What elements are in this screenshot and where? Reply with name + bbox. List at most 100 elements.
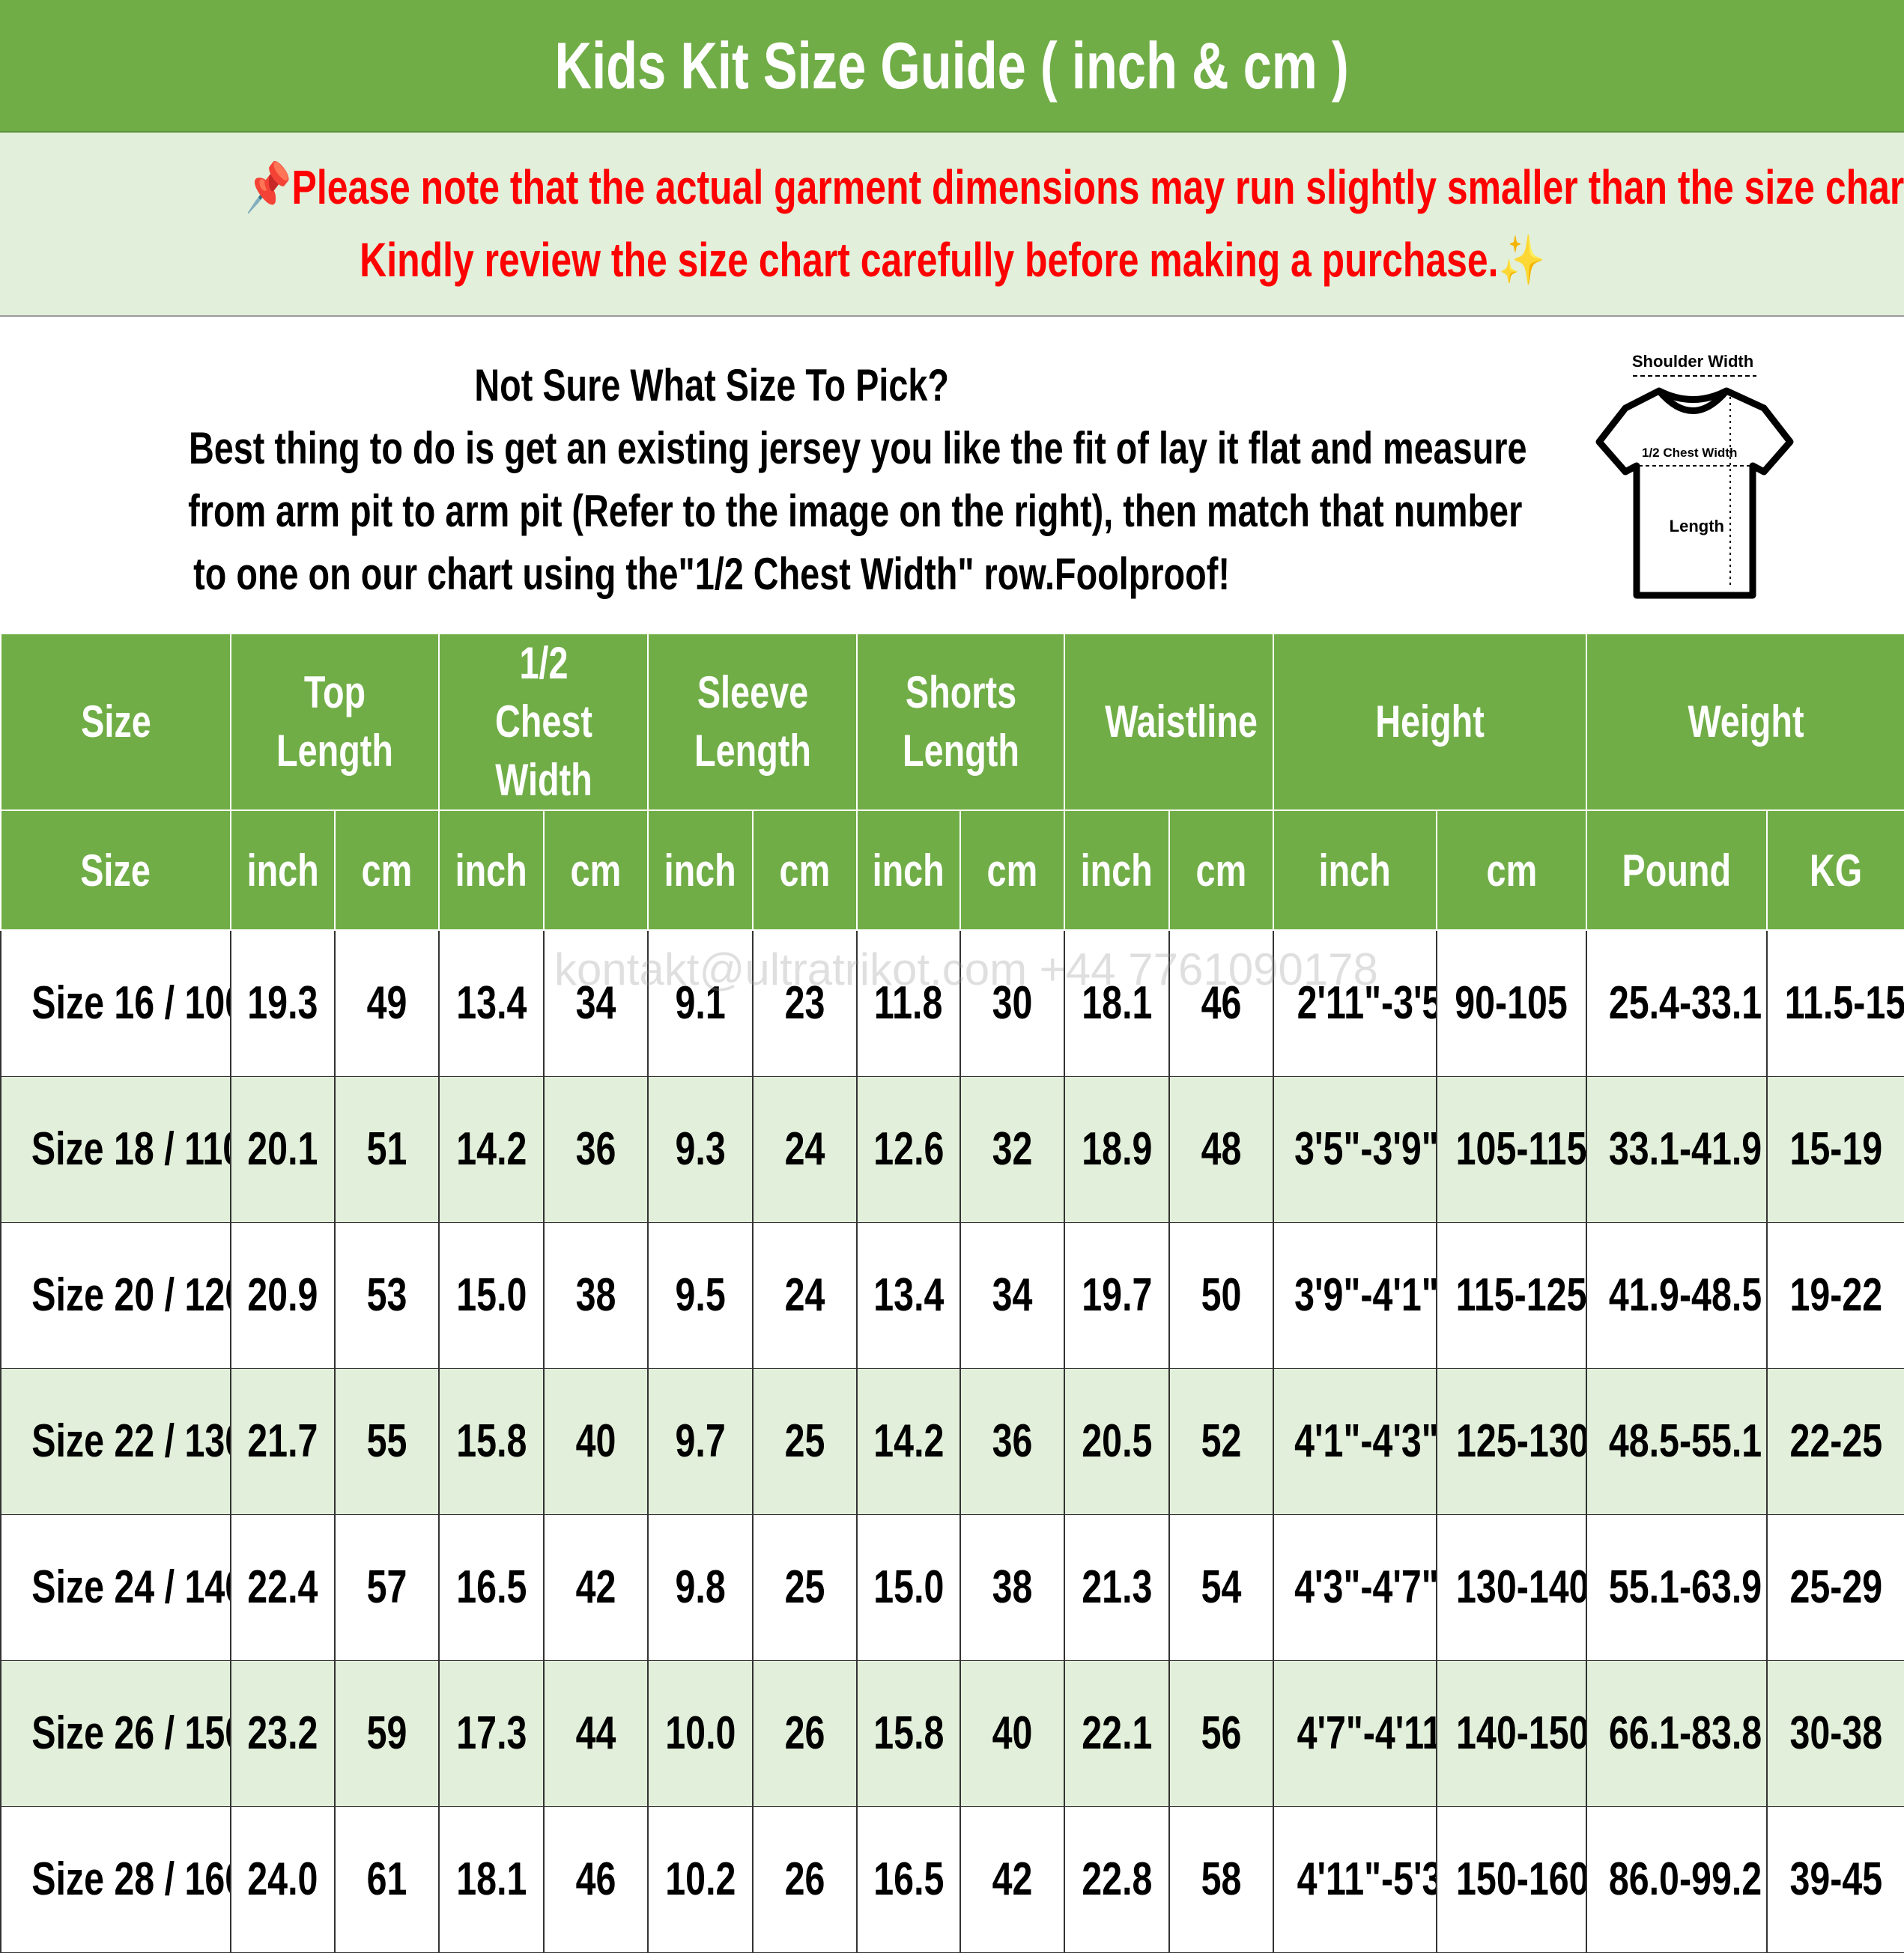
- value-cell: 15.0: [438, 1221, 545, 1369]
- value-cell: 140-150: [1436, 1659, 1587, 1807]
- value-cell: 4'3"-4'7": [1273, 1513, 1437, 1661]
- value-cell: 34: [543, 929, 649, 1077]
- value-cell: 25.4-33.1: [1586, 929, 1768, 1077]
- fit-advice: Not Sure What Size To Pick? Best thing t…: [0, 317, 1904, 633]
- value-cell: 90-105: [1436, 929, 1587, 1077]
- chest-width-label: 1/2 Chest Width: [1642, 446, 1737, 460]
- value-cell: 19.3: [230, 929, 336, 1077]
- value-cell: 23.2: [230, 1659, 336, 1807]
- value-cell: 57: [334, 1513, 440, 1661]
- value-cell: 36: [959, 1367, 1065, 1515]
- value-cell: 38: [959, 1513, 1065, 1661]
- unit-header: Pound: [1586, 810, 1768, 931]
- value-cell: 59: [334, 1659, 440, 1807]
- value-cell: 26: [752, 1805, 858, 1953]
- value-cell: 9.8: [647, 1513, 754, 1661]
- advice-heading: Not Sure What Size To Pick?: [474, 360, 949, 410]
- tshirt-measurement-diagram: Shoulder Width 1/2 Chest Width Length: [1595, 352, 1794, 599]
- value-cell: 10.2: [647, 1805, 754, 1953]
- value-cell: 125-130: [1436, 1367, 1587, 1515]
- value-cell: 13.4: [438, 929, 545, 1077]
- value-cell: 11.8: [856, 929, 961, 1077]
- value-cell: 46: [543, 1805, 649, 1953]
- page-title: Kids Kit Size Guide ( inch & cm ): [0, 0, 1904, 133]
- value-cell: 3'9"-4'1": [1273, 1221, 1437, 1369]
- value-cell: 39-45: [1766, 1805, 1904, 1953]
- header-row-units: Size inch cm inch cm inch cm inch cm inch cm inch cm…: [0, 810, 1904, 931]
- column-header: Shorts Length: [856, 633, 1065, 811]
- unit-header: inch: [647, 810, 754, 931]
- value-cell: 15.8: [438, 1367, 545, 1515]
- value-cell: 38: [543, 1221, 649, 1369]
- value-cell: 11.5-15: [1766, 929, 1904, 1077]
- value-cell: 14.2: [856, 1367, 961, 1515]
- column-header: Waistline: [1064, 633, 1274, 811]
- table-row: Size 20 / 120 20.9 53 15.0 38 9.5 24 13.4 34 19.7…: [0, 1221, 1904, 1369]
- notice-line-1: Please note that the actual garment dime…: [291, 160, 1904, 214]
- unit-header: cm: [959, 810, 1065, 931]
- value-cell: 9.3: [647, 1075, 754, 1223]
- value-cell: 9.1: [647, 929, 754, 1077]
- value-cell: 48.5-55.1: [1586, 1367, 1768, 1515]
- value-cell: 10.0: [647, 1659, 754, 1807]
- unit-header: inch: [230, 810, 336, 931]
- value-cell: 54: [1168, 1513, 1274, 1661]
- value-cell: 24.0: [230, 1805, 336, 1953]
- value-cell: 150-160: [1436, 1805, 1587, 1953]
- column-header: Sleeve Length: [647, 633, 858, 811]
- unit-header: inch: [856, 810, 961, 931]
- value-cell: 16.5: [438, 1513, 545, 1661]
- table-row: Size 22 / 130 21.7 55 15.8 40 9.7 25 14.2 36 20.5…: [0, 1367, 1904, 1515]
- value-cell: 18.1: [438, 1805, 545, 1953]
- value-cell: 14.2: [438, 1075, 545, 1223]
- sparkles-icon: ✨: [1498, 233, 1545, 287]
- unit-header: Size: [0, 810, 231, 931]
- header-row-categories: Size Top Length 1/2 Chest Width Sleeve Leng…: [0, 633, 1904, 811]
- value-cell: 30: [959, 929, 1065, 1077]
- value-cell: 9.5: [647, 1221, 754, 1369]
- value-cell: 9.7: [647, 1367, 754, 1515]
- table-row: Size 18 / 110 20.1 51 14.2 36 9.3 24 12.6 32 18.9…: [0, 1075, 1904, 1223]
- value-cell: 32: [959, 1075, 1065, 1223]
- value-cell: 51: [334, 1075, 440, 1223]
- value-cell: 21.3: [1064, 1513, 1170, 1661]
- table-row: Size 26 / 150 23.2 59 17.3 44 10.0 26 15.8 40 22.…: [0, 1659, 1904, 1807]
- value-cell: 22.4: [230, 1513, 336, 1661]
- value-cell: 20.9: [230, 1221, 336, 1369]
- value-cell: 15.0: [856, 1513, 961, 1661]
- value-cell: 53: [334, 1221, 440, 1369]
- unit-header: inch: [438, 810, 545, 931]
- length-label: Length: [1670, 517, 1724, 535]
- value-cell: 66.1-83.8: [1586, 1659, 1768, 1807]
- value-cell: 3'5"-3'9": [1273, 1075, 1437, 1223]
- value-cell: 20.5: [1064, 1367, 1170, 1515]
- table-row: Size 24 / 140 22.4 57 16.5 42 9.8 25 15.0 38 21.3…: [0, 1513, 1904, 1661]
- value-cell: 12.6: [856, 1075, 961, 1223]
- value-cell: 52: [1168, 1367, 1274, 1515]
- value-cell: 42: [543, 1513, 649, 1661]
- size-cell: Size 28 / 160: [0, 1805, 231, 1953]
- size-cell: Size 26 / 150: [0, 1659, 231, 1807]
- value-cell: 18.1: [1064, 929, 1170, 1077]
- value-cell: 130-140: [1436, 1513, 1587, 1661]
- value-cell: 115-125: [1436, 1221, 1587, 1369]
- value-cell: 42: [959, 1805, 1065, 1953]
- value-cell: 15.8: [856, 1659, 961, 1807]
- size-table: Size Top Length 1/2 Chest Width Sleeve Leng…: [0, 633, 1904, 1953]
- value-cell: 56: [1168, 1659, 1274, 1807]
- value-cell: 48: [1168, 1075, 1274, 1223]
- value-cell: 25: [752, 1367, 858, 1515]
- column-header: 1/2 Chest Width: [438, 633, 649, 811]
- value-cell: 40: [543, 1367, 649, 1515]
- unit-header: cm: [752, 810, 858, 931]
- value-cell: 16.5: [856, 1805, 961, 1953]
- value-cell: 4'7"-4'11": [1273, 1659, 1437, 1807]
- column-header: Size: [0, 633, 231, 811]
- notice-banner: 📌Please note that the actual garment dim…: [0, 133, 1904, 317]
- value-cell: 21.7: [230, 1367, 336, 1515]
- value-cell: 26: [752, 1659, 858, 1807]
- value-cell: 55.1-63.9: [1586, 1513, 1768, 1661]
- value-cell: 4'1"-4'3": [1273, 1367, 1437, 1515]
- value-cell: 22-25: [1766, 1367, 1904, 1515]
- value-cell: 86.0-99.2: [1586, 1805, 1768, 1953]
